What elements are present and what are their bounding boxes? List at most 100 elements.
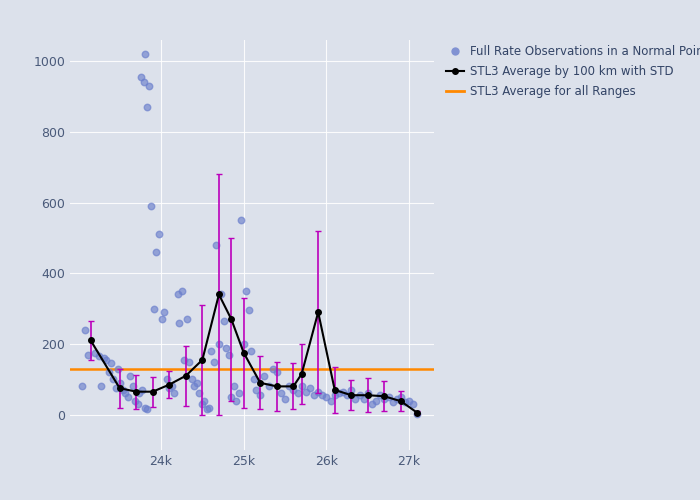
Point — [115, 379, 126, 387]
Point — [141, 103, 153, 111]
Point — [150, 248, 162, 256]
Point — [83, 350, 94, 358]
Point — [140, 50, 151, 58]
Point — [196, 400, 207, 408]
Point — [220, 344, 232, 351]
Point — [125, 372, 136, 380]
Point — [132, 400, 144, 408]
Point — [292, 390, 303, 398]
Point — [198, 396, 209, 404]
Point — [379, 395, 390, 403]
Point — [275, 390, 286, 398]
Point — [111, 384, 122, 392]
Point — [329, 391, 340, 399]
Point — [243, 306, 254, 314]
Point — [93, 352, 104, 360]
Point — [387, 398, 398, 406]
Point — [159, 308, 170, 316]
Point — [313, 388, 324, 396]
Point — [412, 410, 423, 418]
Point — [407, 400, 419, 408]
Point — [223, 350, 235, 358]
Point — [374, 391, 386, 399]
Point — [211, 241, 222, 249]
Point — [346, 386, 357, 394]
Point — [204, 404, 215, 411]
Point — [259, 372, 270, 380]
Point — [216, 290, 227, 298]
Point — [77, 382, 88, 390]
Point — [153, 230, 164, 238]
Point — [141, 406, 153, 413]
Point — [98, 354, 109, 362]
Point — [279, 395, 290, 403]
Point — [218, 317, 230, 325]
Point — [136, 386, 148, 394]
Point — [101, 356, 112, 364]
Point — [193, 390, 204, 398]
Point — [333, 390, 344, 398]
Point — [358, 395, 370, 403]
Point — [127, 382, 139, 390]
Point — [104, 368, 115, 376]
Point — [183, 358, 195, 366]
Point — [342, 391, 353, 399]
Point — [201, 406, 212, 413]
Point — [113, 364, 124, 372]
Point — [304, 384, 316, 392]
Point — [236, 216, 247, 224]
Point — [391, 395, 402, 403]
Point — [148, 304, 159, 312]
Point — [118, 386, 129, 394]
Point — [404, 396, 415, 404]
Point — [350, 395, 361, 403]
Point — [214, 340, 225, 348]
Point — [89, 349, 100, 357]
Point — [161, 376, 172, 384]
Point — [136, 73, 147, 81]
Point — [241, 287, 252, 295]
Point — [225, 393, 237, 401]
Point — [120, 390, 131, 398]
Point — [130, 396, 141, 404]
Point — [172, 290, 183, 298]
Point — [395, 393, 407, 401]
Point — [107, 376, 118, 384]
Point — [144, 82, 155, 90]
Point — [238, 340, 249, 348]
Point — [181, 315, 193, 323]
Point — [370, 396, 382, 404]
Point — [383, 393, 394, 401]
Point — [164, 384, 175, 392]
Point — [296, 382, 307, 390]
Point — [316, 391, 328, 399]
Point — [288, 386, 299, 394]
Point — [228, 382, 239, 390]
Point — [134, 390, 145, 398]
Point — [186, 376, 197, 384]
Point — [231, 396, 242, 404]
Point — [191, 379, 202, 387]
Point — [366, 400, 377, 408]
Point — [140, 404, 151, 411]
Point — [309, 391, 320, 399]
Point — [255, 391, 266, 399]
Point — [263, 382, 274, 390]
Point — [251, 386, 262, 394]
Point — [325, 396, 336, 404]
Point — [362, 390, 373, 398]
Point — [146, 202, 157, 210]
Point — [209, 358, 220, 366]
Point — [246, 347, 257, 355]
Point — [354, 391, 365, 399]
Point — [95, 382, 106, 390]
Point — [271, 368, 282, 376]
Point — [321, 393, 332, 401]
Point — [284, 382, 295, 390]
Point — [176, 287, 188, 295]
Point — [178, 356, 190, 364]
Point — [122, 393, 134, 401]
Point — [169, 390, 180, 398]
Point — [138, 78, 149, 86]
Point — [79, 326, 90, 334]
